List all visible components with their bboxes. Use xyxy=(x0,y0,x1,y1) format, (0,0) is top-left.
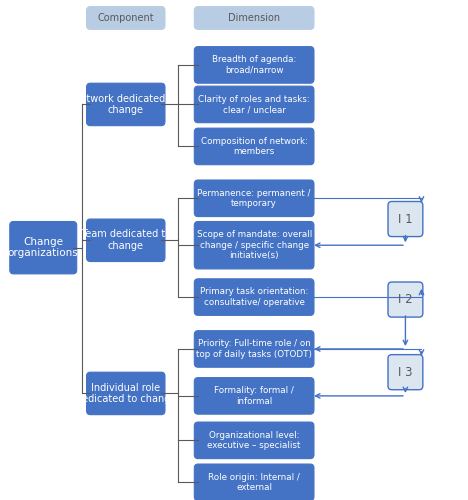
Text: I 2: I 2 xyxy=(398,293,413,306)
FancyBboxPatch shape xyxy=(194,464,314,500)
FancyBboxPatch shape xyxy=(87,219,165,262)
FancyBboxPatch shape xyxy=(388,282,423,317)
Text: Role origin: Internal /
external: Role origin: Internal / external xyxy=(208,472,300,492)
FancyBboxPatch shape xyxy=(10,222,77,274)
FancyBboxPatch shape xyxy=(194,86,314,122)
Text: Priority: Full-time role / on
top of daily tasks (OTODT): Priority: Full-time role / on top of dai… xyxy=(196,340,312,358)
FancyBboxPatch shape xyxy=(388,202,423,236)
Text: Individual role
dedicated to change: Individual role dedicated to change xyxy=(75,382,176,404)
Text: I 3: I 3 xyxy=(398,366,413,378)
Text: I 1: I 1 xyxy=(398,212,413,226)
Text: Composition of network:
members: Composition of network: members xyxy=(201,136,307,156)
Text: Clarity of roles and tasks:
clear / unclear: Clarity of roles and tasks: clear / uncl… xyxy=(198,94,310,114)
FancyBboxPatch shape xyxy=(87,6,165,30)
FancyBboxPatch shape xyxy=(194,330,314,367)
Text: Organizational level:
executive – specialist: Organizational level: executive – specia… xyxy=(207,430,301,450)
FancyBboxPatch shape xyxy=(194,279,314,316)
Text: Permanence: permanent /
temporary: Permanence: permanent / temporary xyxy=(197,188,311,208)
FancyBboxPatch shape xyxy=(194,128,314,164)
FancyBboxPatch shape xyxy=(194,6,314,30)
FancyBboxPatch shape xyxy=(388,354,423,390)
Text: Scope of mandate: overall
change / specific change
initiative(s): Scope of mandate: overall change / speci… xyxy=(197,230,312,260)
Text: Team dedicated to
change: Team dedicated to change xyxy=(80,230,171,251)
Text: Network dedicated to
change: Network dedicated to change xyxy=(73,94,178,115)
Text: Component: Component xyxy=(97,13,154,23)
FancyBboxPatch shape xyxy=(194,180,314,216)
Text: Change
organizations: Change organizations xyxy=(8,237,79,258)
FancyBboxPatch shape xyxy=(194,378,314,414)
Text: Dimension: Dimension xyxy=(228,13,280,23)
FancyBboxPatch shape xyxy=(87,372,165,414)
FancyBboxPatch shape xyxy=(87,83,165,126)
FancyBboxPatch shape xyxy=(194,46,314,83)
FancyBboxPatch shape xyxy=(194,422,314,459)
Text: Formality: formal /
informal: Formality: formal / informal xyxy=(214,386,294,406)
Text: Breadth of agenda:
broad/narrow: Breadth of agenda: broad/narrow xyxy=(212,55,296,74)
Text: Primary task orientation:
consultative/ operative: Primary task orientation: consultative/ … xyxy=(200,288,308,307)
FancyBboxPatch shape xyxy=(194,222,314,269)
